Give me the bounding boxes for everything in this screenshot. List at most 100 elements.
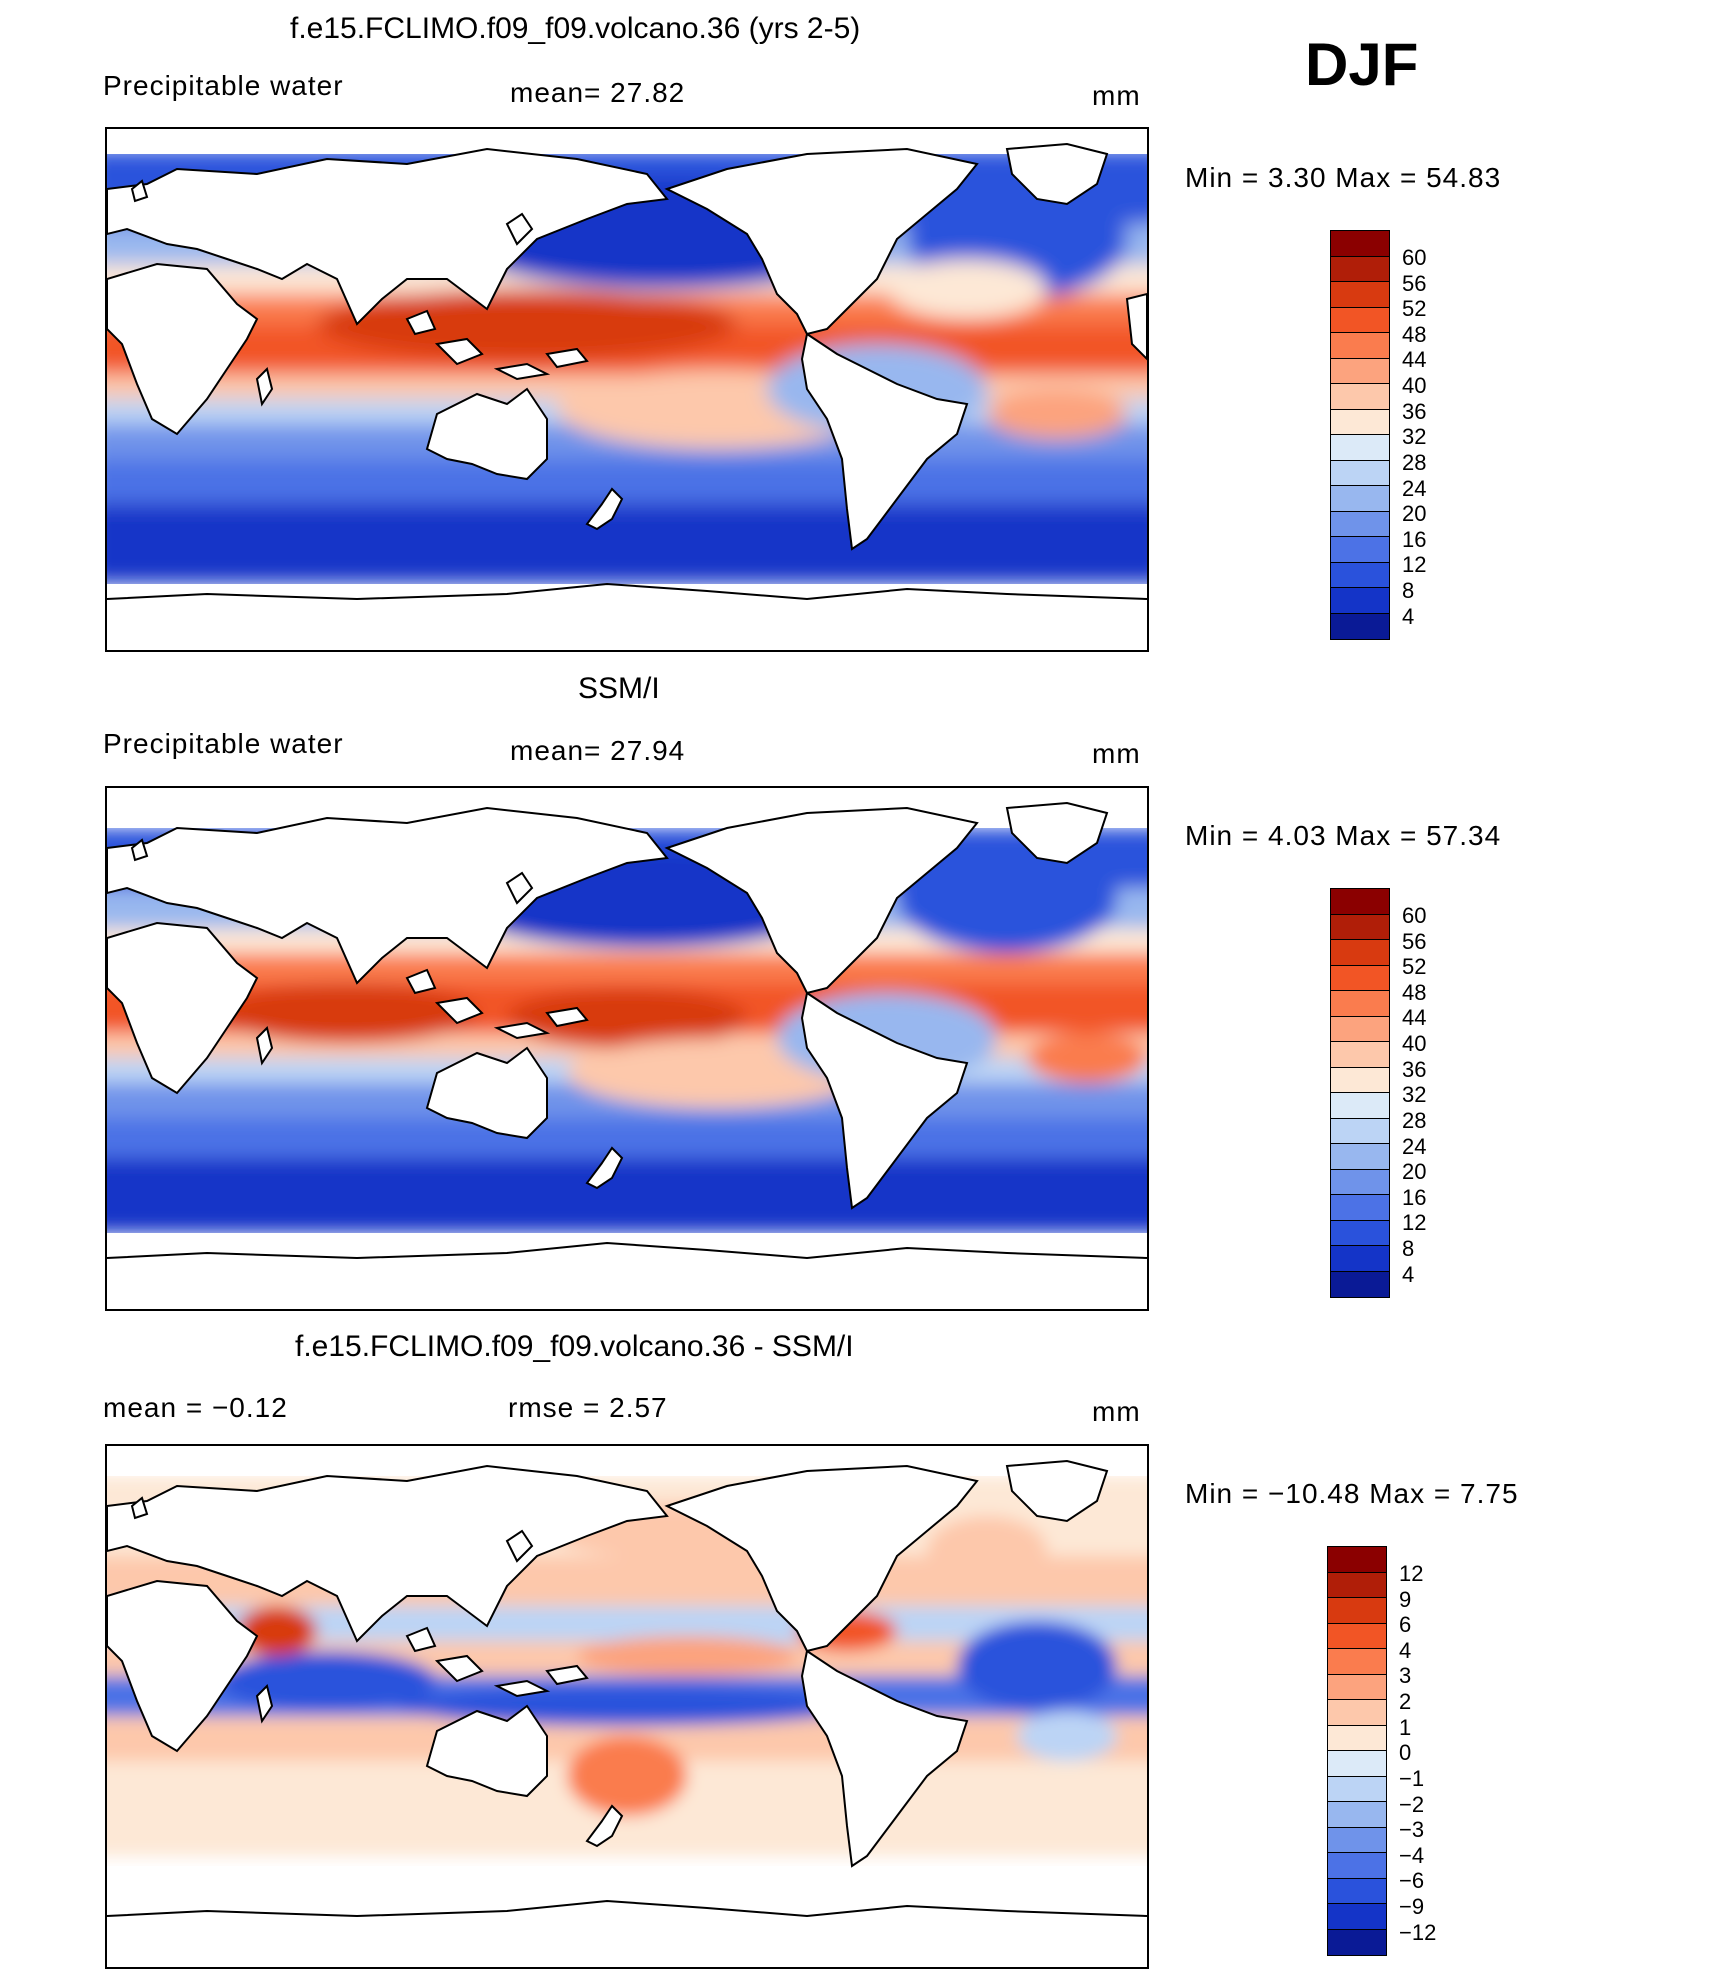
panel3-cbar-label: 0 <box>1399 1740 1412 1765</box>
colorbar-swatch <box>1331 965 1389 991</box>
panel2-cbar-label: 12 <box>1402 1210 1427 1235</box>
panel2-title: SSM/I <box>578 672 660 705</box>
panel2-cbar-label: 4 <box>1402 1262 1415 1287</box>
panel1-cbar-label: 16 <box>1402 527 1427 552</box>
colorbar-swatch <box>1331 511 1389 537</box>
colorbar-swatch <box>1331 562 1389 588</box>
colorbar-swatch <box>1331 1144 1389 1170</box>
panel1-cbar-label: 28 <box>1402 450 1427 475</box>
colorbar-swatch <box>1331 1220 1389 1246</box>
panel2-minmax-label: Min = 4.03 Max = 57.34 <box>1185 820 1502 851</box>
panel3-cbar-label: −3 <box>1399 1817 1425 1842</box>
panel1-cbar-label: 56 <box>1402 271 1427 296</box>
panel2-cbar-label: 28 <box>1402 1108 1427 1133</box>
colorbar-swatch <box>1328 1700 1386 1726</box>
panel3-cbar-label: −4 <box>1399 1843 1425 1868</box>
colorbar-swatch <box>1331 889 1389 915</box>
panel1-cbar-label: 48 <box>1402 322 1427 347</box>
colorbar-swatch <box>1331 1093 1389 1119</box>
panel1-cbar-label: 44 <box>1402 347 1427 372</box>
colorbar-swatch <box>1331 914 1389 940</box>
panel1-cbar-label: 12 <box>1402 552 1427 577</box>
colorbar-swatch <box>1328 1725 1386 1751</box>
panel3-cbar-label: 6 <box>1399 1612 1412 1637</box>
colorbar-swatch <box>1328 1674 1386 1700</box>
panel2-cbar-label: 60 <box>1402 903 1427 928</box>
panel3-rmse-label: rmse = 2.57 <box>508 1392 668 1423</box>
panel3-cbar-label: −6 <box>1399 1868 1425 1893</box>
panel1-cbar-label: 24 <box>1402 476 1427 501</box>
season-label: DJF <box>1305 31 1419 98</box>
panel1-field <box>107 149 1147 584</box>
panel1-colorbar: 60 56 52 48 44 40 36 32 28 24 20 16 12 8… <box>1330 230 1510 645</box>
colorbar-swatch <box>1328 1776 1386 1802</box>
colorbar-swatch <box>1328 1572 1386 1598</box>
panel1-cbar-label: 32 <box>1402 424 1427 449</box>
colorbar-swatch <box>1331 409 1389 435</box>
panel2-colorbar: 60 56 52 48 44 40 36 32 28 24 20 16 12 8… <box>1330 888 1510 1303</box>
panel2-cbar-label: 20 <box>1402 1159 1427 1184</box>
panel1-mean-label: mean= 27.82 <box>510 77 686 108</box>
panel3-mean-label: mean = −0.12 <box>103 1392 288 1423</box>
panel3-units-label: mm <box>1092 1396 1141 1427</box>
colorbar-swatch <box>1328 1547 1386 1573</box>
colorbar-swatch <box>1331 1246 1389 1272</box>
colorbar-swatch <box>1331 1067 1389 1093</box>
colorbar-swatch <box>1328 1904 1386 1930</box>
colorbar-swatch <box>1331 537 1389 563</box>
colorbar-swatch <box>1328 1751 1386 1777</box>
panel2-cbar-label: 52 <box>1402 954 1427 979</box>
panel2-cbar-label: 8 <box>1402 1236 1415 1261</box>
panel2-variable-label: Precipitable water <box>103 728 344 759</box>
panel3-colorbar-box <box>1327 1546 1387 1956</box>
panel1-cbar-label: 52 <box>1402 296 1427 321</box>
panel1-units-label: mm <box>1092 80 1141 111</box>
panel2-map <box>105 786 1149 1311</box>
colorbar-swatch <box>1331 588 1389 614</box>
colorbar-swatch <box>1331 282 1389 308</box>
panel1-cbar-label: 36 <box>1402 399 1427 424</box>
panel2-cbar-label: 32 <box>1402 1082 1427 1107</box>
colorbar-swatch <box>1331 1016 1389 1042</box>
panel1-cbar-label: 20 <box>1402 501 1427 526</box>
panel1-minmax-label: Min = 3.30 Max = 54.83 <box>1185 162 1502 193</box>
panel2-cbar-label: 44 <box>1402 1005 1427 1030</box>
panel3-cbar-label: 9 <box>1399 1587 1412 1612</box>
colorbar-swatch <box>1328 1623 1386 1649</box>
panel1-title: f.e15.FCLIMO.f09_f09.volcano.36 (yrs 2-5… <box>290 12 861 45</box>
colorbar-swatch <box>1331 613 1389 639</box>
colorbar-swatch <box>1331 1042 1389 1068</box>
panel2-cbar-label: 56 <box>1402 929 1427 954</box>
colorbar-swatch <box>1331 333 1389 359</box>
panel1-cbar-label: 60 <box>1402 245 1427 270</box>
panel2-cbar-label: 24 <box>1402 1134 1427 1159</box>
colorbar-swatch <box>1331 486 1389 512</box>
panel3-landmasses <box>107 1459 1147 1918</box>
panel3-title: f.e15.FCLIMO.f09_f09.volcano.36 - SSM/I <box>295 1330 854 1363</box>
panel3-cbar-label: −12 <box>1399 1920 1437 1945</box>
colorbar-swatch <box>1331 1195 1389 1221</box>
colorbar-swatch <box>1328 1598 1386 1624</box>
panel1-landmasses <box>107 142 1147 601</box>
panel3-cbar-label: 3 <box>1399 1663 1412 1688</box>
colorbar-swatch <box>1328 1827 1386 1853</box>
colorbar-swatch <box>1331 231 1389 257</box>
panel3-map <box>105 1444 1149 1969</box>
colorbar-swatch <box>1331 460 1389 486</box>
colorbar-swatch <box>1331 307 1389 333</box>
panel2-landmasses <box>107 801 1147 1260</box>
panel2-cbar-label: 48 <box>1402 980 1427 1005</box>
colorbar-swatch <box>1331 435 1389 461</box>
panel1-cbar-label: 8 <box>1402 578 1415 603</box>
colorbar-swatch <box>1331 384 1389 410</box>
panel2-cbar-label: 40 <box>1402 1031 1427 1056</box>
panel1-variable-label: Precipitable water <box>103 70 344 101</box>
colorbar-swatch <box>1331 256 1389 282</box>
panel2-cbar-label: 36 <box>1402 1057 1427 1082</box>
colorbar-swatch <box>1331 940 1389 966</box>
colorbar-swatch <box>1331 1118 1389 1144</box>
colorbar-swatch <box>1328 1853 1386 1879</box>
panel3-cbar-label: −2 <box>1399 1792 1425 1817</box>
panel1-cbar-label: 40 <box>1402 373 1427 398</box>
panel2-cbar-label: 16 <box>1402 1185 1427 1210</box>
